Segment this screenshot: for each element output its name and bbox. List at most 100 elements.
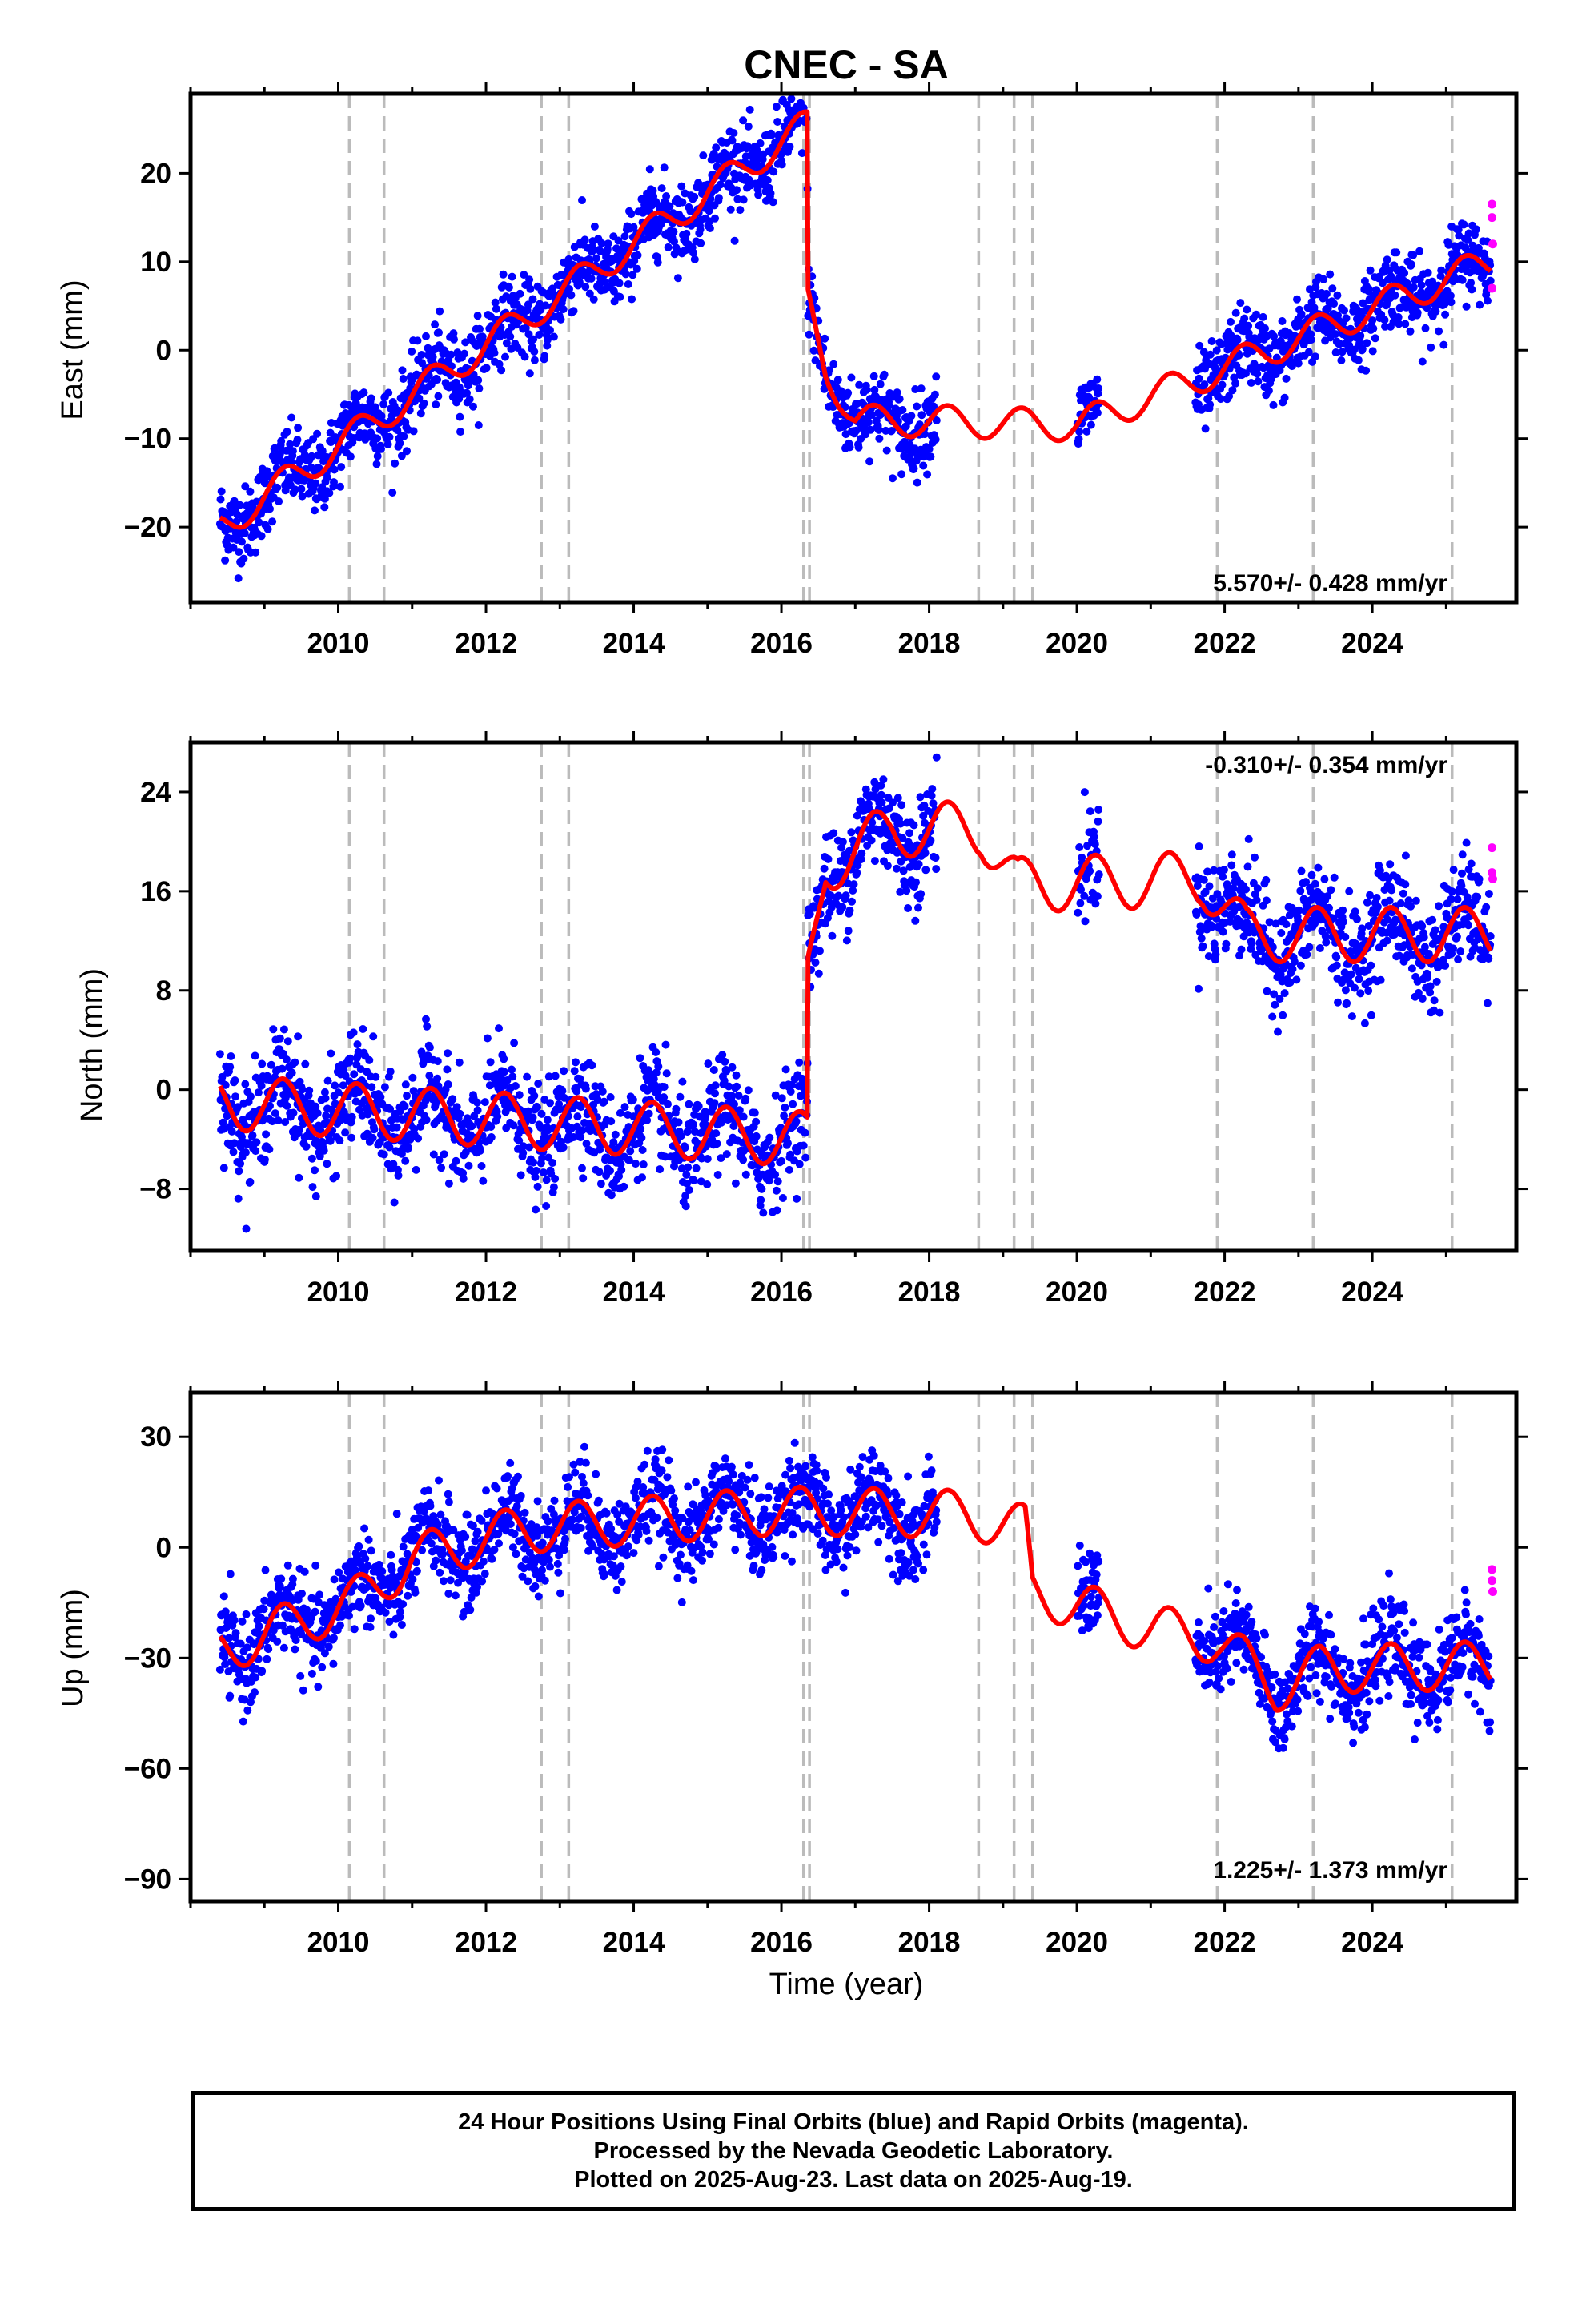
- data-point: [434, 392, 443, 400]
- data-point: [930, 402, 938, 411]
- data-point: [814, 969, 823, 978]
- data-point: [323, 473, 331, 482]
- x-tick-label: 2024: [1341, 1277, 1403, 1308]
- data-point: [1212, 346, 1221, 355]
- data-point: [660, 1093, 669, 1102]
- data-point: [336, 1621, 344, 1630]
- data-point: [713, 1140, 721, 1148]
- data-point: [391, 459, 400, 468]
- data-point: [323, 1160, 331, 1168]
- data-point: [444, 1179, 453, 1188]
- data-point: [1456, 947, 1465, 955]
- data-point: [1467, 859, 1476, 868]
- data-point: [478, 1577, 487, 1586]
- data-point: [520, 352, 529, 361]
- data-point: [474, 376, 483, 384]
- data-point: [560, 1067, 568, 1076]
- data-point: [373, 452, 382, 460]
- data-point: [1278, 317, 1287, 325]
- data-point: [438, 1550, 447, 1558]
- data-point: [595, 1168, 604, 1176]
- x-tick-label: 2018: [898, 1277, 961, 1308]
- data-point: [315, 1152, 324, 1160]
- data-point: [766, 189, 775, 198]
- data-point: [401, 1156, 410, 1165]
- data-point: [785, 143, 794, 151]
- data-point: [1279, 1011, 1287, 1019]
- data-point: [1296, 887, 1305, 895]
- data-point: [578, 196, 586, 204]
- data-point: [1407, 260, 1415, 268]
- data-point: [385, 1143, 394, 1152]
- data-point: [572, 1087, 581, 1096]
- data-point: [893, 794, 902, 802]
- data-point: [377, 412, 386, 420]
- data-point: [1341, 986, 1350, 995]
- data-point: [1342, 314, 1351, 323]
- data-point: [1396, 899, 1405, 907]
- data-point: [529, 1158, 538, 1167]
- data-point: [754, 191, 763, 199]
- data-point: [629, 223, 638, 231]
- data-point: [275, 1034, 284, 1043]
- x-tick-label: 2014: [603, 1277, 665, 1308]
- data-point: [241, 1148, 250, 1156]
- data-point: [1415, 247, 1424, 255]
- data-point: [520, 271, 528, 279]
- data-point: [1486, 276, 1495, 285]
- data-point: [461, 1533, 470, 1541]
- data-point: [609, 1138, 618, 1147]
- data-point: [665, 202, 674, 211]
- data-point: [576, 1103, 585, 1112]
- data-point: [928, 785, 937, 794]
- data-point: [578, 1164, 586, 1172]
- data-point: [1436, 272, 1445, 280]
- data-point: [1282, 374, 1291, 383]
- data-point: [1292, 975, 1301, 984]
- data-point: [386, 1068, 395, 1076]
- data-point: [273, 483, 282, 492]
- data-point: [1206, 350, 1215, 359]
- data-point: [271, 1109, 279, 1118]
- data-point: [1385, 896, 1394, 905]
- data-point: [473, 1098, 481, 1107]
- data-point: [773, 1206, 781, 1215]
- data-point: [855, 380, 864, 389]
- data-point: [604, 239, 612, 248]
- data-point: [615, 1172, 624, 1180]
- data-point: [1367, 961, 1375, 970]
- data-point: [732, 1071, 741, 1080]
- data-point: [838, 838, 847, 846]
- data-point: [512, 1550, 520, 1558]
- data-point: [233, 510, 242, 519]
- data-point: [862, 385, 871, 394]
- data-point: [372, 460, 381, 468]
- data-point: [302, 1142, 311, 1151]
- data-point: [412, 1566, 421, 1575]
- data-point: [235, 548, 243, 557]
- data-point: [425, 1043, 434, 1051]
- data-point: [1418, 357, 1427, 366]
- data-point: [541, 301, 550, 310]
- data-point: [1093, 375, 1102, 384]
- data-point: [925, 444, 934, 453]
- data-point: [1195, 984, 1203, 993]
- data-point: [598, 1087, 607, 1096]
- data-point: [1464, 235, 1472, 244]
- data-point: [559, 305, 568, 314]
- data-point: [1360, 1019, 1369, 1027]
- data-point: [709, 149, 718, 158]
- data-point: [323, 1076, 332, 1085]
- data-point: [1231, 308, 1240, 317]
- data-point: [1243, 862, 1252, 871]
- data-point: [378, 1567, 387, 1575]
- data-point: [379, 400, 388, 408]
- data-point: [240, 529, 249, 537]
- data-point: [1330, 300, 1339, 308]
- data-point: [311, 1657, 320, 1665]
- data-point: [473, 1527, 482, 1536]
- data-point: [1435, 327, 1443, 336]
- panel-frame-east: [188, 91, 1519, 605]
- data-point: [772, 1186, 781, 1195]
- data-point: [221, 556, 230, 565]
